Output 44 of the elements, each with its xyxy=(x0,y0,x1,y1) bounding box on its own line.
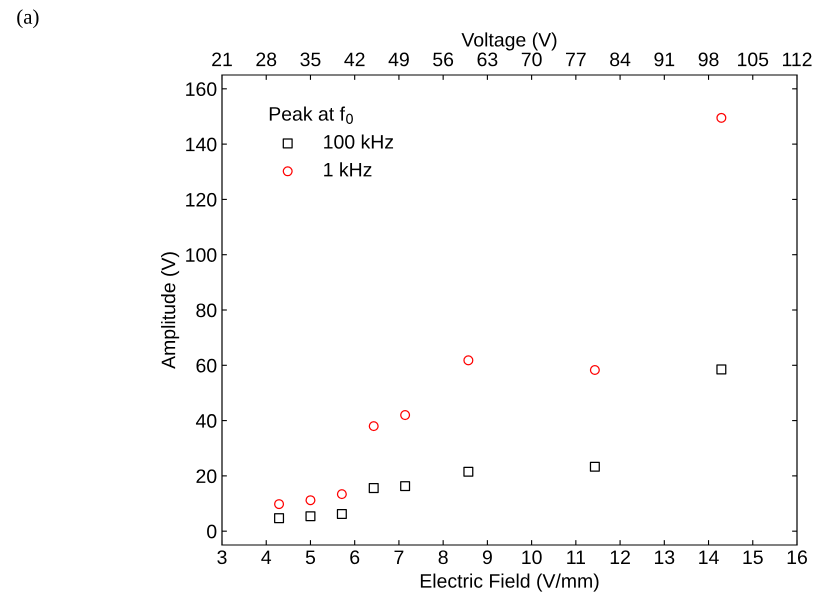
x2-tick-label: 98 xyxy=(698,52,719,66)
x-tick-label: 11 xyxy=(567,550,585,564)
y-tick-label: 60 xyxy=(196,358,216,373)
x2-axis-title: Voltage (V) xyxy=(461,32,556,50)
x2-tick-label: 49 xyxy=(388,52,409,66)
x-tick-label: 10 xyxy=(522,550,542,564)
text: (a) xyxy=(17,9,39,28)
x-tick-label: 7 xyxy=(394,550,404,564)
x-tick-label: 6 xyxy=(350,550,360,564)
x-tick-label: 3 xyxy=(217,550,227,564)
y-axis-title: Amplitude (V) xyxy=(161,252,180,369)
x2-tick-label: 21 xyxy=(212,52,232,66)
y-tick-label: 160 xyxy=(186,82,216,96)
x2-tick-label: 70 xyxy=(522,52,542,66)
legend-label: 100 kHz xyxy=(324,134,394,149)
x-tick-label: 9 xyxy=(482,550,492,564)
y-tick-label: 140 xyxy=(186,138,216,152)
y-tick-label: 120 xyxy=(186,192,216,207)
x2-tick-label: 56 xyxy=(433,52,454,66)
y-tick-label: 20 xyxy=(196,469,216,484)
legend-title: Peak at f$_{0}$ xyxy=(270,106,353,124)
x2-tick-label: 42 xyxy=(344,52,365,66)
legend-label: 1 kHz xyxy=(324,162,372,176)
y-tick-label: 80 xyxy=(196,303,216,318)
x-tick-label: 13 xyxy=(654,550,674,564)
x-tick-label: 4 xyxy=(261,550,272,564)
x-tick-label: 5 xyxy=(306,550,316,564)
x2-tick-label: 91 xyxy=(654,52,674,66)
x-tick-label: 14 xyxy=(699,550,719,564)
x2-tick-label: 84 xyxy=(610,52,630,66)
x-tick-label: 8 xyxy=(438,550,448,564)
x2-tick-label: 112 xyxy=(782,52,812,66)
x-axis-title: Electric Field (V/mm) xyxy=(420,574,598,592)
x2-tick-label: 63 xyxy=(478,52,498,66)
x-tick-label: 15 xyxy=(743,550,763,564)
x-tick-label: 12 xyxy=(610,550,630,564)
y-tick-label: 40 xyxy=(196,414,216,428)
x2-tick-label: 35 xyxy=(300,52,320,66)
y-tick-label: 0 xyxy=(207,524,216,538)
y-tick-label: 100 xyxy=(186,248,216,262)
x-tick-label: 16 xyxy=(788,550,807,564)
x2-tick-label: 28 xyxy=(256,52,276,66)
x2-tick-label: 77 xyxy=(566,52,586,66)
x2-tick-label: 105 xyxy=(738,52,768,66)
